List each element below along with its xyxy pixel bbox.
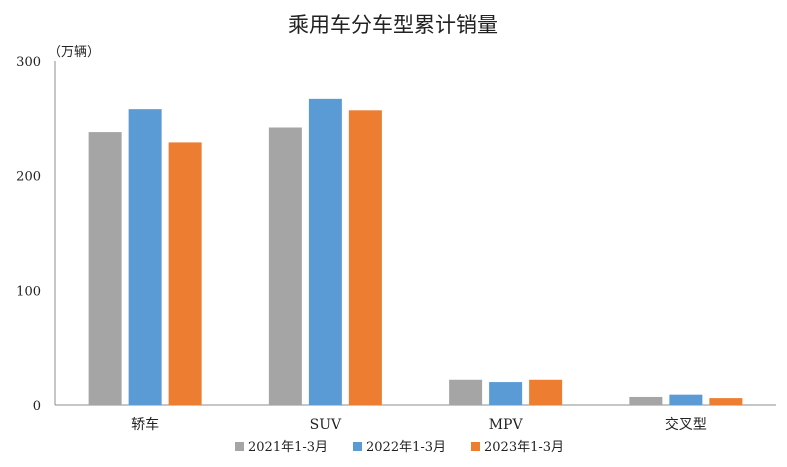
y-tick-label: 0 <box>33 399 41 414</box>
plot-area: 0 100 200 300 轿车 SUV MPV 交叉型 <box>16 55 776 433</box>
bar <box>168 142 202 405</box>
bar <box>268 127 302 406</box>
bar <box>308 98 342 405</box>
legend: 2021年1-3月 2022年1-3月 2023年1-3月 <box>235 440 564 455</box>
legend-swatch <box>235 442 244 451</box>
x-category-label: MPV <box>489 417 524 433</box>
x-category-label: SUV <box>310 417 342 433</box>
bar <box>629 396 663 405</box>
bar <box>669 394 703 405</box>
legend-swatch <box>471 442 480 451</box>
chart-title: 乘用车分车型累计销量 <box>288 13 498 37</box>
bar <box>529 379 563 405</box>
bar <box>128 109 162 405</box>
bar <box>348 110 382 405</box>
legend-label: 2023年1-3月 <box>484 440 564 455</box>
x-category-label: 轿车 <box>131 416 159 433</box>
y-tick-label: 200 <box>16 170 41 185</box>
x-category-label: 交叉型 <box>665 416 707 433</box>
bar <box>489 382 523 405</box>
bar <box>88 132 122 406</box>
bar <box>709 398 743 405</box>
legend-label: 2022年1-3月 <box>366 440 446 455</box>
legend-label: 2021年1-3月 <box>248 440 328 455</box>
y-tick-label: 100 <box>16 284 41 299</box>
y-axis-unit-label: （万辆） <box>48 45 100 60</box>
bar <box>449 379 483 405</box>
legend-swatch <box>353 442 362 451</box>
y-tick-label: 300 <box>16 55 41 70</box>
